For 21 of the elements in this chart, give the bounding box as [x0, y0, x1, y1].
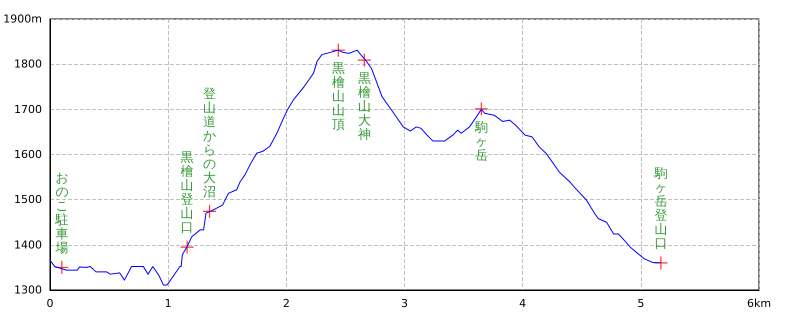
y-tick-label: 1700: [14, 102, 42, 116]
y-tick-label: 1400: [14, 238, 42, 252]
annotation: 駒ヶ岳登山口: [653, 166, 668, 252]
annotation: 黒檜山山頂: [332, 62, 345, 133]
y-tick-label: 1300: [14, 284, 42, 296]
annotation: 黒檜山大神: [358, 72, 371, 143]
x-tick-label: 2: [282, 297, 290, 310]
x-tick-label: 6km: [746, 297, 772, 310]
annotation: 黒檜山登山口: [180, 150, 194, 236]
annotation: おのこ駐車場: [54, 170, 68, 256]
x-tick-label: 5: [637, 297, 644, 310]
y-tick-label: 1500: [14, 193, 42, 206]
annotation: 登山道からの大沼: [203, 86, 216, 200]
x-tick-label: 1: [164, 297, 172, 310]
x-tick-label: 4: [519, 297, 526, 310]
y-tick-label: 1800: [14, 58, 42, 71]
y-tick-label: 1600: [14, 148, 42, 161]
y-tick-label: 1900m: [3, 12, 42, 26]
x-tick-label: 3: [401, 297, 408, 310]
annotation: 駒ヶ岳: [474, 120, 488, 164]
x-tick-label: 0: [46, 297, 54, 310]
